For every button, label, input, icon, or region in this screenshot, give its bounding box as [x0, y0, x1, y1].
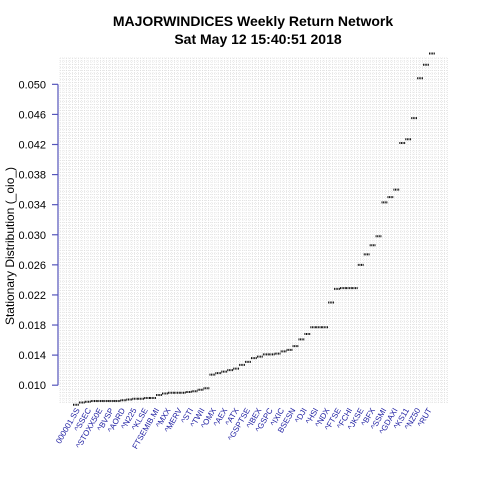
grid [59, 57, 448, 404]
y-axis: 0.010 0.014 0.018 0.022 0.026 0.030 0.034 0.038… [18, 79, 59, 392]
y-tick-label: 0.042 [18, 140, 46, 152]
y-tick-label: 0.022 [18, 290, 46, 302]
y-tick-label: 0.014 [18, 350, 46, 362]
y-tick-label: 0.046 [18, 109, 46, 121]
y-tick-label: 0.050 [18, 79, 46, 91]
y-tick-label: 0.018 [18, 320, 46, 332]
chart-subtitle: Sat May 12 15:40:51 2018 [174, 31, 342, 47]
y-tick-label: 0.026 [18, 260, 46, 272]
y-tick-label: 0.038 [18, 170, 46, 182]
chart-title: MAJORWINDICES Weekly Return Network [113, 13, 394, 29]
y-tick-label: 0.030 [18, 230, 46, 242]
y-tick-label: 0.034 [18, 200, 46, 212]
data-points [73, 52, 435, 406]
y-tick-label: 0.010 [18, 380, 46, 392]
y-axis-label: Stationary Distribution (_oio_) [3, 167, 17, 325]
